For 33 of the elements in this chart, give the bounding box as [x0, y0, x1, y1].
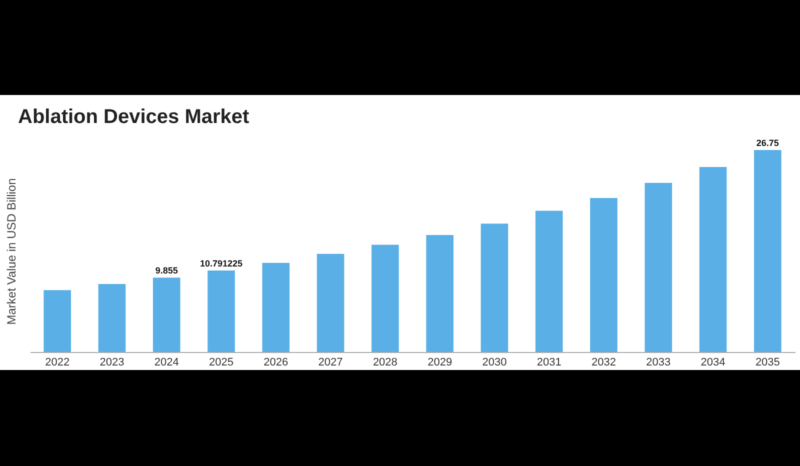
x-tick-label: 2025 — [209, 356, 234, 368]
bar — [372, 244, 399, 352]
x-tick-label: 2035 — [755, 356, 780, 368]
bar — [208, 270, 235, 352]
x-tick-label: 2023 — [100, 356, 124, 368]
x-tick-label: 2029 — [428, 356, 452, 368]
x-tick-label: 2024 — [154, 356, 179, 368]
x-tick-label: 2033 — [646, 356, 671, 368]
x-tick-label: 2032 — [592, 356, 616, 368]
bar — [699, 166, 727, 352]
x-tick-label: 2022 — [45, 356, 70, 368]
bar — [262, 262, 290, 352]
bar — [152, 278, 180, 352]
x-tick-label: 2028 — [372, 356, 398, 368]
bar — [426, 234, 454, 352]
data-label: 10.791225 — [200, 258, 243, 269]
data-label: 26.75 — [756, 138, 779, 148]
x-tick-label: 2026 — [264, 356, 288, 368]
bar — [644, 182, 672, 352]
bar — [535, 210, 563, 352]
x-tick-label: 2034 — [700, 356, 726, 368]
chart-title: Ablation Devices Market — [18, 106, 250, 128]
bar — [98, 284, 126, 352]
data-label: 9.855 — [155, 266, 178, 276]
x-tick-label: 2030 — [482, 356, 507, 368]
y-axis-title: Market Value in USD Billion — [4, 178, 18, 325]
bar — [754, 150, 782, 352]
bar — [480, 224, 508, 352]
bar — [316, 254, 344, 352]
bar — [44, 290, 71, 352]
x-tick-label: 2027 — [318, 356, 343, 368]
x-tick-label: 2031 — [536, 356, 562, 368]
bar — [590, 198, 618, 352]
